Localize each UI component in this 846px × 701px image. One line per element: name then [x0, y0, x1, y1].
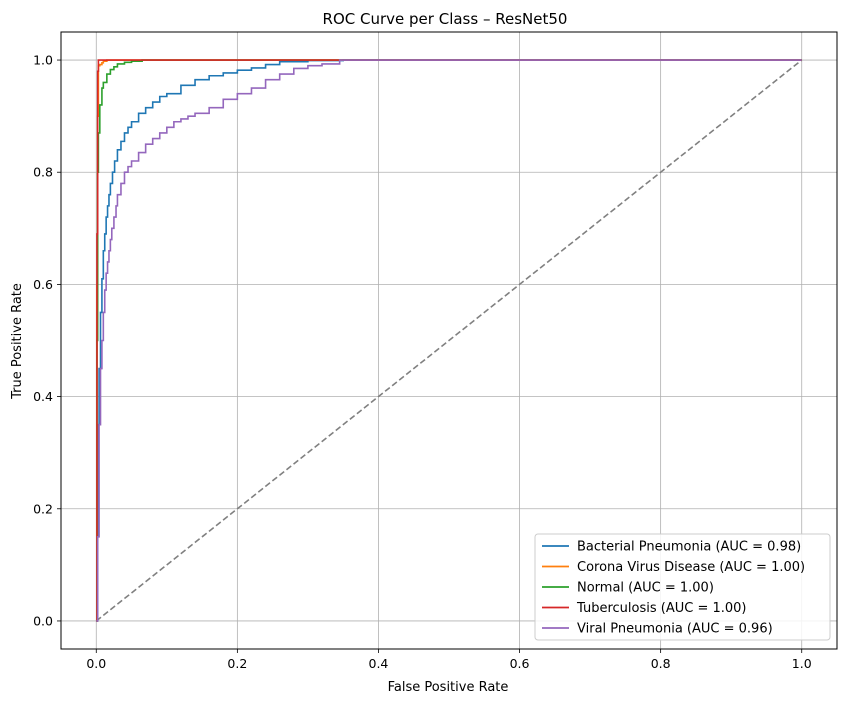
x-tick-label: 0.0 — [86, 656, 106, 671]
legend-label: Tuberculosis (AUC = 1.00) — [576, 601, 747, 616]
legend-label: Normal (AUC = 1.00) — [577, 581, 714, 596]
grid — [61, 32, 837, 649]
x-tick-label: 0.4 — [369, 656, 389, 671]
series-line-4 — [96, 59, 802, 622]
x-tick-label: 1.0 — [792, 656, 812, 671]
legend-box — [534, 533, 831, 641]
y-tick-label: 0.0 — [33, 613, 53, 628]
y-axis-label: True Positive Rate — [10, 283, 25, 400]
x-tick-label: 0.2 — [227, 656, 247, 671]
reference-diagonal-line — [95, 59, 803, 622]
plot-frame — [60, 31, 838, 650]
chart-title: ROC Curve per Class – ResNet50 — [323, 10, 568, 28]
y-tick-label: 1.0 — [33, 53, 53, 68]
legend-label: Corona Virus Disease (AUC = 1.00) — [577, 560, 805, 575]
legend: Bacterial Pneumonia (AUC = 0.98) Corona V… — [534, 533, 831, 641]
x-tick-label: 0.8 — [651, 656, 671, 671]
axis-ticks: 0.0 0.2 0.4 0.6 0.8 1.0 0.0 0.2 0.4 0.6 0.8 1.0 — [33, 53, 812, 671]
y-tick-label: 0.4 — [33, 389, 53, 404]
y-tick-label: 0.2 — [33, 501, 53, 516]
y-tick-label: 0.6 — [33, 277, 53, 292]
x-tick-label: 0.6 — [510, 656, 530, 671]
series-line-0 — [96, 59, 802, 622]
legend-label: Bacterial Pneumonia (AUC = 0.98) — [577, 540, 801, 555]
x-axis-label: False Positive Rate — [388, 680, 509, 695]
series-line-3 — [96, 59, 802, 622]
series-lines — [95, 59, 803, 622]
y-tick-label: 0.8 — [33, 165, 53, 180]
legend-label: Viral Pneumonia (AUC = 0.96) — [577, 622, 773, 637]
